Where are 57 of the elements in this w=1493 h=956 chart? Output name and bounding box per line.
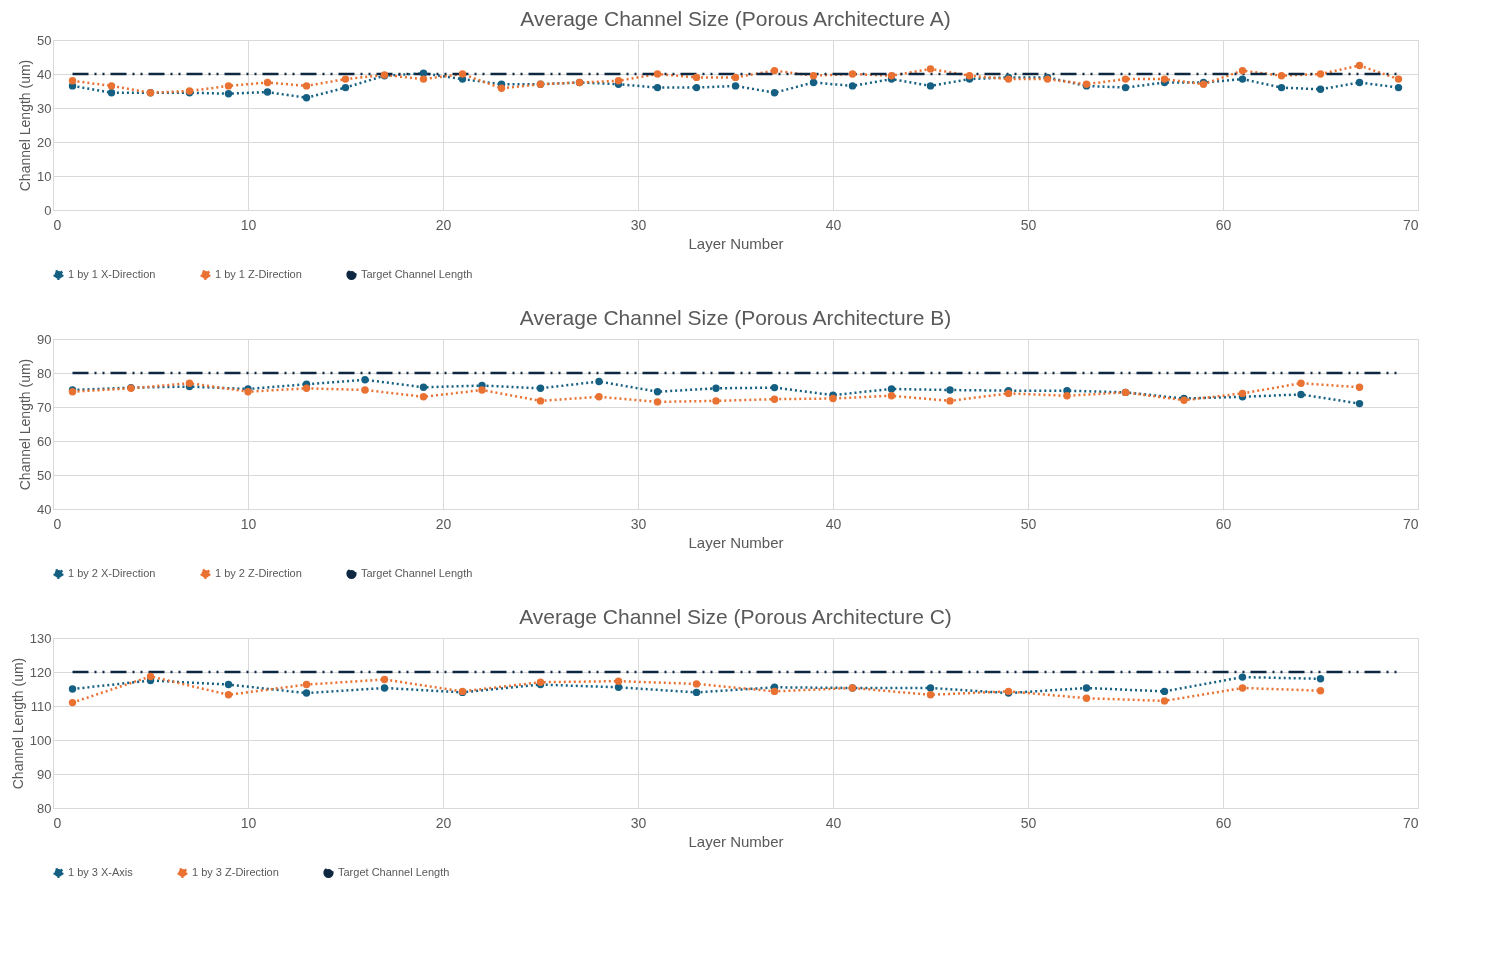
chart-title: Average Channel Size (Porous Architecture B) [519,306,952,329]
x-axis-title: Layer Number [688,533,784,551]
x-tick-label: 40 [825,216,842,233]
y-tick-label: 80 [37,800,52,816]
x-tick-label: 30 [630,814,647,831]
x-tick-label: 50 [1020,216,1037,233]
y-tick-label: 40 [37,501,52,517]
y-tick-label: 90 [37,766,52,782]
y-tick-label: 50 [37,32,52,48]
x-tick-label: 70 [1402,515,1419,532]
y-axis-title: Channel Length (um) [17,59,34,192]
x-tick-label: 20 [435,515,452,532]
x-tick-label: 30 [630,515,647,532]
x-tick-label: 20 [435,814,452,831]
y-tick-label: 60 [37,433,52,449]
x-tick-label: 10 [240,216,257,233]
x-tick-label: 20 [435,216,452,233]
x-tick-label: 60 [1215,515,1232,532]
legend-label: 1 by 3 Z-Direction [192,865,279,878]
x-tick-label: 70 [1402,216,1419,233]
x-tick-label: 40 [825,814,842,831]
y-tick-label: 100 [29,732,52,748]
y-tick-label: 0 [44,202,52,218]
y-tick-label: 80 [37,365,52,381]
x-tick-label: 50 [1020,814,1037,831]
legend-label: 1 by 2 Z-Direction [215,566,302,579]
x-tick-label: 60 [1215,814,1232,831]
y-tick-label: 130 [29,630,52,646]
legend-label: 1 by 2 X-Direction [68,566,156,579]
x-tick-label: 10 [240,814,257,831]
chart-title: Average Channel Size (Porous Architecture A) [520,7,951,30]
y-tick-label: 10 [37,168,52,184]
x-axis-title: Layer Number [688,832,784,850]
x-axis-title: Layer Number [688,234,784,252]
y-tick-label: 20 [37,134,52,150]
chart-title: Average Channel Size (Porous Architecture C) [519,605,952,628]
legend-label: Target Channel Length [338,865,450,878]
x-tick-label: 50 [1020,515,1037,532]
x-tick-label: 30 [630,216,647,233]
y-tick-label: 70 [37,399,52,415]
y-axis-title: Channel Length (um) [17,358,34,491]
legend-label: 1 by 3 X-Axis [68,865,134,878]
legend-label: 1 by 1 X-Direction [68,267,156,280]
x-tick-label: 60 [1215,216,1232,233]
x-tick-label: 40 [825,515,842,532]
legend-label: 1 by 1 Z-Direction [215,267,302,280]
y-tick-label: 110 [30,698,52,714]
x-tick-label: 10 [240,515,257,532]
y-tick-label: 120 [29,664,52,680]
y-tick-label: 30 [37,100,52,116]
x-tick-label: 70 [1402,814,1419,831]
y-tick-label: 50 [37,467,52,483]
y-tick-label: 90 [37,331,52,347]
y-tick-label: 40 [37,66,52,82]
legend-label: Target Channel Length [361,267,473,280]
y-axis-title: Channel Length (um) [9,657,26,790]
legend-label: Target Channel Length [361,566,473,579]
